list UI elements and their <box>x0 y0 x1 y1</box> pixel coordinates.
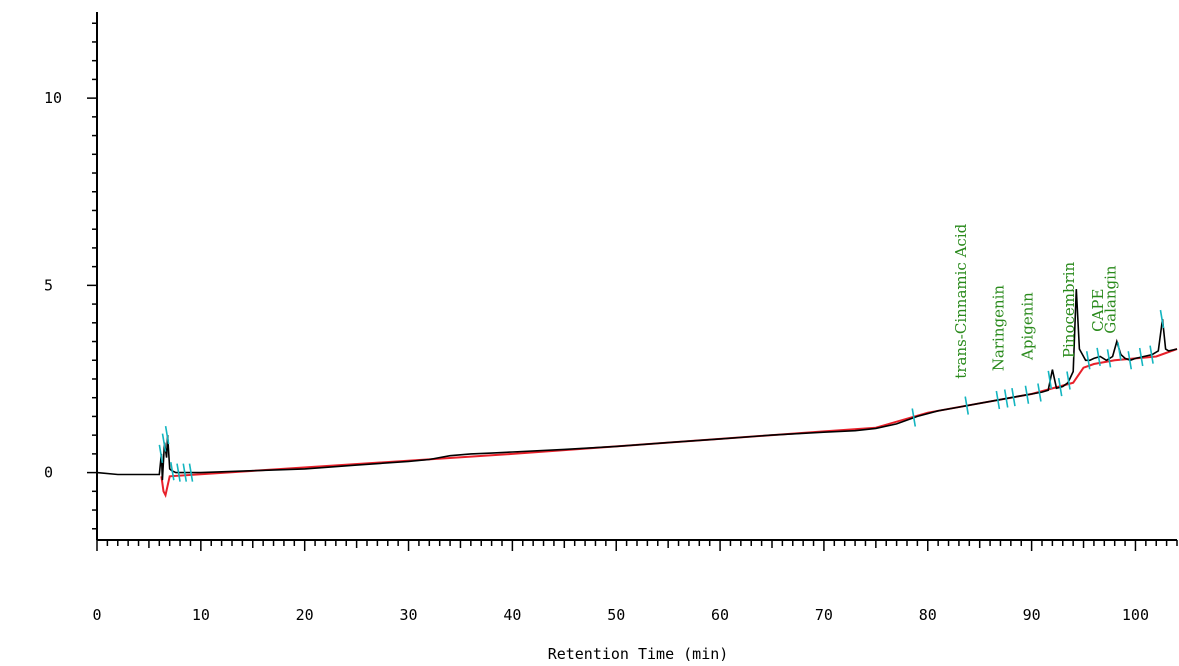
peak-marker <box>1057 377 1063 397</box>
peak-marker <box>1106 349 1112 368</box>
peak-marker <box>1127 351 1133 370</box>
peak-marker <box>1066 371 1071 390</box>
x-tick-label: 0 <box>92 606 101 624</box>
peak-label: Galangin <box>1102 265 1120 334</box>
x-axis-label: Retention Time (min) <box>548 645 729 663</box>
peak-marker <box>1096 347 1101 366</box>
peak-marker <box>1085 351 1091 370</box>
x-tick-label: 80 <box>919 606 937 624</box>
peak-label: Apigenin <box>1019 292 1037 361</box>
x-tick-label: 20 <box>296 606 314 624</box>
peak-label: trans-Cinnamic Acid <box>952 223 970 378</box>
x-tick-label: 60 <box>711 606 729 624</box>
peak-label: Naringenin <box>989 285 1007 372</box>
x-tick-label: 90 <box>1023 606 1041 624</box>
peak-marker <box>176 463 181 482</box>
peak-marker <box>164 426 170 445</box>
peak-marker <box>1149 345 1154 364</box>
peak-marker <box>1138 347 1144 367</box>
peak-marker <box>1047 370 1053 390</box>
baseline-series-line <box>160 348 1178 498</box>
plot-area: trans-Cinnamic Acid Naringenin Apigenin Pin… <box>96 223 1178 498</box>
peak-marker <box>182 463 188 482</box>
peak-marker <box>995 390 1001 410</box>
peak-marker <box>1024 385 1030 404</box>
y-tick-label: 5 <box>44 276 53 294</box>
peak-marker <box>1003 389 1009 408</box>
peak-marker <box>1037 383 1042 402</box>
peak-marker <box>161 433 167 452</box>
x-tick-label: 40 <box>503 606 521 624</box>
peak-marker <box>158 444 164 464</box>
peak-label: CAPE <box>1089 289 1107 332</box>
y-tick-label: 0 <box>44 464 53 482</box>
peak-marker <box>911 408 917 427</box>
peak-marker <box>1011 388 1016 407</box>
peak-marker <box>1159 309 1165 329</box>
signal-series-line <box>96 289 1178 481</box>
x-tick-label: 70 <box>815 606 833 624</box>
y-tick-label: 10 <box>44 89 62 107</box>
x-tick-label: 50 <box>607 606 625 624</box>
x-tick-label: 10 <box>192 606 210 624</box>
x-tick-label: 30 <box>400 606 418 624</box>
x-tick-label: 100 <box>1122 606 1149 624</box>
peak-label: Pinocembrin <box>1060 261 1078 358</box>
peak-marker <box>170 462 175 481</box>
peak-marker <box>1117 342 1122 361</box>
peak-marker <box>188 463 194 482</box>
peak-marker <box>964 396 970 415</box>
